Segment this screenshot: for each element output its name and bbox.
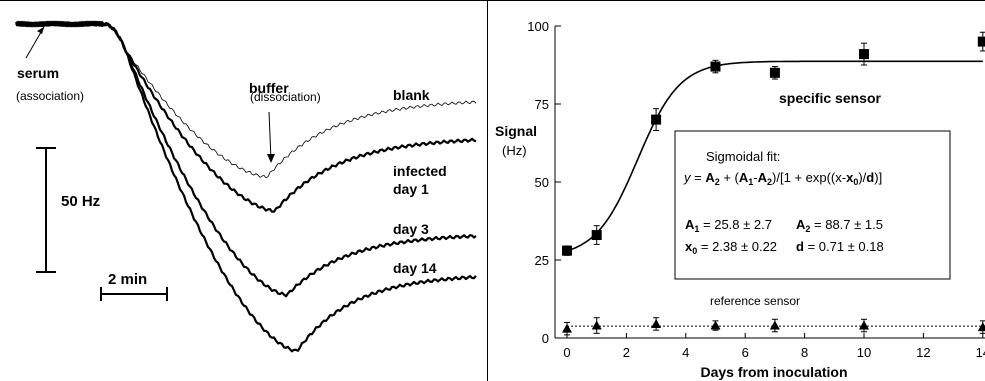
eq-x0-sub: 0 (853, 177, 858, 187)
y-axis-label: Signal (495, 123, 537, 139)
eq-A1-sub: 1 (748, 177, 753, 187)
specific-sensor-point (562, 245, 572, 256)
x-tick-label: 0 (563, 345, 570, 360)
eq-A2b-sub: 2 (767, 177, 772, 187)
buffer-arrowhead (267, 154, 275, 163)
param-A2: A2 = 88.7 ± 1.5 (796, 217, 883, 234)
eq-y: y (683, 170, 692, 185)
x-tick-label: 2 (623, 345, 630, 360)
serum-arrowhead (37, 27, 44, 34)
x-tick-label: 12 (916, 345, 930, 360)
serum-label: serum (17, 65, 59, 81)
day14-label: day 14 (393, 260, 437, 276)
dissociation-label: (dissociation) (250, 90, 321, 104)
eq-A1: A (739, 170, 749, 185)
param-A2-sub: 2 (805, 224, 810, 234)
param-d-value: = 0.71 ± 0.18 (804, 239, 884, 254)
eq-end: )] (874, 170, 882, 185)
day1-label: day 1 (393, 181, 429, 197)
x-tick-label: 14 (976, 345, 985, 360)
y-tick-label: 25 (535, 253, 549, 268)
param-A1-sub: 1 (694, 224, 699, 234)
x-tick-label: 8 (801, 345, 808, 360)
sensorgram-trace-4 (15, 20, 477, 353)
fit-title: Sigmoidal fit: (706, 149, 780, 164)
day3-label: day 3 (393, 221, 429, 237)
y-ticks: 0 25 50 75 100 (527, 19, 561, 346)
param-A2-value: = 88.7 ± 1.5 (810, 217, 883, 232)
param-x0-value: = 2.38 ± 0.22 (697, 239, 777, 254)
eq-equals: = (691, 170, 706, 185)
reference-sensor-point (651, 318, 662, 328)
param-A2-sym: A (796, 217, 806, 232)
specific-sensor-point (769, 67, 780, 78)
infected-label: infected (393, 163, 447, 179)
param-A1-value: = 25.8 ± 2.7 (699, 217, 772, 232)
specific-sensor-point (859, 49, 869, 60)
y-tick-label: 75 (535, 97, 549, 112)
reference-sensor-point (769, 320, 780, 330)
y-scale-label: 50 Hz (61, 193, 100, 210)
eq-A2: A (705, 170, 715, 185)
param-x0: x0 = 2.38 ± 0.22 (685, 239, 777, 256)
eq-plus: + ( (720, 170, 740, 185)
reference-sensor-point (710, 320, 721, 330)
reference-sensor-label: reference sensor (710, 294, 800, 308)
param-x0-sub: 0 (692, 246, 697, 256)
specific-sensor-point (651, 114, 662, 125)
eq-A2b: A (758, 170, 768, 185)
param-A1: A1 = 25.8 ± 2.7 (685, 217, 772, 234)
buffer-arrow (268, 111, 272, 161)
eq-A2-sub: 2 (715, 177, 720, 187)
y-tick-label: 100 (527, 19, 549, 34)
y-tick-label: 0 (542, 331, 549, 346)
reference-sensor-point (562, 323, 572, 333)
y-axis-unit: (Hz) (502, 143, 527, 158)
sigmoid-fit-curve (566, 60, 983, 252)
data-points (562, 31, 985, 336)
eq-div: )/ (858, 170, 866, 185)
specific-sensor-label: specific sensor (779, 90, 881, 106)
fit-equation: y = A2 + (A1-A2)/[1 + exp((x-x0)/d)] (683, 170, 882, 187)
eq-minus: - (753, 170, 757, 185)
x-ticks: 0 2 4 6 8 10 12 14 (563, 333, 985, 360)
param-x0-sym: x (685, 239, 693, 254)
param-d-sym: d (796, 239, 804, 254)
buffer-label: buffer (249, 80, 289, 96)
x-tick-label: 10 (857, 345, 871, 360)
eq-x0: x (846, 170, 854, 185)
reference-sensor-point (977, 322, 985, 332)
x-tick-label: 6 (742, 345, 749, 360)
specific-sensor-point (591, 230, 602, 241)
x-tick-label: 4 (682, 345, 689, 360)
reference-sensor-point (591, 320, 602, 330)
fit-legend-box (674, 130, 951, 280)
specific-sensor-point (977, 36, 985, 47)
param-A1-sym: A (685, 217, 695, 232)
param-d: d = 0.71 ± 0.18 (796, 239, 884, 254)
blank-label: blank (393, 87, 430, 103)
eq-d: d (866, 170, 874, 185)
sensorgram-traces (15, 20, 477, 353)
eq-mid: )/[1 + exp((x- (772, 170, 846, 185)
specific-sensor-point (710, 61, 721, 72)
association-label: (association) (16, 89, 84, 103)
x-scale-label: 2 min (108, 271, 147, 288)
sensorgram-trace-3 (15, 20, 477, 298)
y-tick-label: 50 (535, 175, 549, 190)
x-axis-label: Days from inoculation (700, 364, 847, 380)
sensorgram-panel: serum (association) buffer (dissociation… (15, 20, 477, 353)
reference-sensor-point (859, 320, 869, 330)
